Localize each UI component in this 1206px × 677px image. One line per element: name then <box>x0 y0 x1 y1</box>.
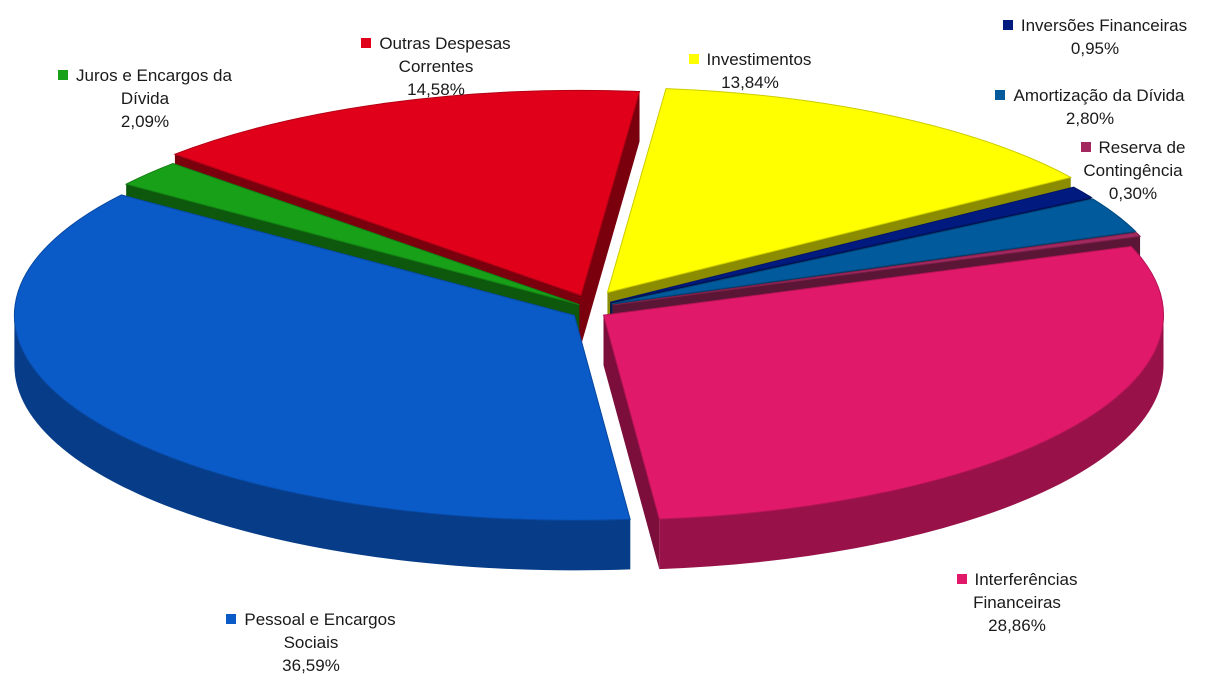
slice-label: Juros e Encargos da Dívida 2,09% <box>15 64 275 133</box>
slice-label-text: Correntes <box>398 57 474 76</box>
slice-value: 2,80% <box>1065 109 1115 128</box>
legend-swatch <box>688 54 699 64</box>
legend-swatch <box>58 70 69 80</box>
slice-value: 14,58% <box>407 80 465 99</box>
slice-label: Pessoal e Encargos Sociais 36,59% <box>181 608 441 677</box>
slice-amortizacao-da-divida <box>611 198 1137 305</box>
slice-label-text: Financeiras <box>973 593 1061 612</box>
legend-swatch <box>361 38 372 48</box>
slice-label-line: Financeiras <box>887 591 1147 614</box>
slice-label-line: Correntes <box>306 55 566 78</box>
slice-label-line: Outras Despesas <box>306 32 566 55</box>
slice-side-wall <box>603 315 660 570</box>
slice-label-text: Amortização da Dívida <box>1013 86 1185 105</box>
slice-label-text: Contingência <box>1083 161 1183 180</box>
slice-label-text: Sociais <box>283 633 339 652</box>
slice-juros-e-encargos-da-divida <box>124 162 580 306</box>
slice-reserva-de-contingencia <box>612 232 1142 306</box>
slice-label-text: Investimentos <box>706 50 812 69</box>
slice-inversoes-financeiras <box>610 186 1093 303</box>
slice-outer-rim <box>659 315 1164 570</box>
slice-label-line: Juros e Encargos da <box>15 64 275 87</box>
legend-swatch <box>956 574 967 584</box>
legend-swatch <box>226 614 237 624</box>
legend-swatch <box>1002 20 1013 30</box>
slice-outer-rim <box>14 315 631 571</box>
slice-pessoal-e-encargos-sociais <box>13 194 631 521</box>
slice-label-line: Pessoal e Encargos <box>181 608 441 631</box>
slice-label-text: Juros e Encargos da <box>76 66 232 85</box>
legend-swatch <box>995 90 1006 100</box>
slice-label-line: Sociais <box>181 631 441 654</box>
slice-label: Inversões Financeiras 0,95% <box>965 14 1206 60</box>
slice-label: Interferências Financeiras 28,86% <box>887 568 1147 637</box>
slice-value: 28,86% <box>988 616 1046 635</box>
slice-label-line: Investimentos <box>620 48 880 71</box>
slice-label-line: Dívida <box>15 87 275 110</box>
slice-label: Amortização da Dívida 2,80% <box>960 84 1206 130</box>
slice-label-line: Contingência <box>1003 159 1206 182</box>
slice-label: Investimentos 13,84% <box>620 48 880 94</box>
slice-label: Reserva de Contingência 0,30% <box>1003 136 1206 205</box>
slice-interferencias-financeiras <box>602 245 1165 520</box>
slice-label-line: Reserva de <box>1003 136 1206 159</box>
slice-label-line: Inversões Financeiras <box>965 14 1206 37</box>
slice-label-line: Amortização da Dívida <box>960 84 1206 107</box>
slice-value: 13,84% <box>721 73 779 92</box>
slice-side-wall <box>581 91 640 346</box>
slice-outras-despesas-correntes <box>173 89 641 297</box>
slice-label-text: Pessoal e Encargos <box>244 610 396 629</box>
slice-value: 36,59% <box>282 656 340 675</box>
slice-label-text: Interferências <box>974 570 1078 589</box>
slice-label-text: Outras Despesas <box>379 34 511 53</box>
slice-investimentos <box>606 88 1073 294</box>
slice-value: 0,30% <box>1108 184 1158 203</box>
slice-value: 0,95% <box>1070 39 1120 58</box>
slice-label-text: Inversões Financeiras <box>1020 16 1188 35</box>
slice-value: 2,09% <box>120 112 170 131</box>
slice-label-text: Reserva de <box>1098 138 1186 157</box>
slice-label-text: Dívida <box>120 89 170 108</box>
slice-label-line: Interferências <box>887 568 1147 591</box>
legend-swatch <box>1080 142 1091 152</box>
slice-label: Outras Despesas Correntes 14,58% <box>306 32 566 101</box>
